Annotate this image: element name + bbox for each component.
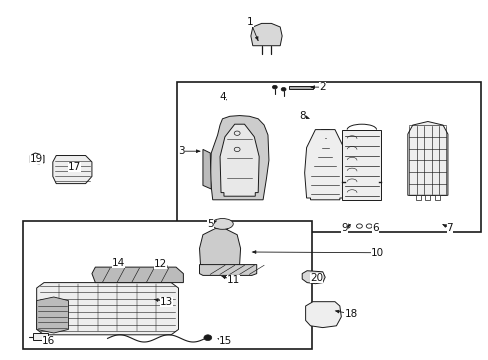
Ellipse shape: [272, 85, 277, 89]
Text: 11: 11: [226, 275, 240, 285]
Bar: [342, 130, 381, 200]
Text: 10: 10: [370, 248, 383, 258]
Polygon shape: [210, 116, 268, 200]
Text: 16: 16: [42, 336, 56, 346]
Polygon shape: [250, 23, 282, 46]
Text: 6: 6: [371, 223, 378, 233]
Text: 4: 4: [219, 92, 225, 102]
Polygon shape: [37, 283, 178, 335]
Bar: [434, 195, 439, 199]
Polygon shape: [92, 267, 183, 283]
Text: 13: 13: [159, 297, 173, 307]
Text: 18: 18: [344, 309, 357, 319]
Polygon shape: [220, 124, 259, 196]
Bar: [177, 82, 480, 232]
Ellipse shape: [344, 224, 349, 228]
Polygon shape: [302, 271, 325, 284]
Text: 17: 17: [67, 162, 81, 172]
Polygon shape: [304, 130, 345, 200]
Text: 20: 20: [310, 273, 323, 283]
Text: 7: 7: [446, 223, 452, 233]
Polygon shape: [53, 156, 92, 184]
Text: 8: 8: [298, 111, 305, 121]
Polygon shape: [30, 153, 44, 164]
Ellipse shape: [281, 87, 285, 91]
Text: 1: 1: [246, 17, 253, 27]
Text: 5: 5: [206, 219, 213, 229]
Polygon shape: [288, 86, 312, 89]
Text: 12: 12: [153, 258, 167, 269]
Polygon shape: [305, 302, 341, 328]
Bar: [415, 195, 420, 199]
Text: 2: 2: [319, 82, 325, 92]
Polygon shape: [407, 121, 447, 195]
Ellipse shape: [203, 335, 211, 341]
Bar: [33, 333, 48, 340]
Text: 3: 3: [178, 146, 185, 156]
Ellipse shape: [211, 219, 233, 229]
Text: 15: 15: [219, 336, 232, 346]
Polygon shape: [203, 149, 211, 189]
Text: 19: 19: [30, 154, 43, 164]
Ellipse shape: [366, 224, 371, 228]
Ellipse shape: [356, 224, 362, 228]
Polygon shape: [199, 229, 240, 266]
Text: 14: 14: [111, 258, 125, 268]
Polygon shape: [37, 297, 68, 333]
Text: 9: 9: [341, 223, 347, 233]
Bar: [425, 195, 429, 199]
Polygon shape: [199, 265, 256, 275]
Bar: [23, 221, 311, 349]
